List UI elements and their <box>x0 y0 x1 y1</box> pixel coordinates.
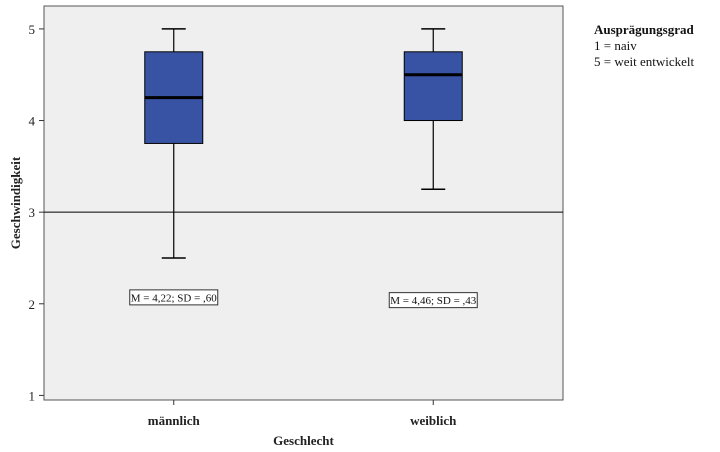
box-marks: M = 4,22; SD = ,60 M = 4,46; SD = ,43 <box>44 28 563 309</box>
y-axis: 1 2 3 4 5 <box>29 22 44 403</box>
x-tick-label: weiblich <box>410 413 457 428</box>
y-tick-label: 3 <box>29 205 36 220</box>
y-axis-title: Geschwindigkeit <box>8 156 23 249</box>
y-tick-label: 5 <box>29 22 36 37</box>
x-axis-title: Geschlecht <box>273 433 334 448</box>
legend-line-1: 1 = naiv <box>594 38 637 53</box>
plot-area <box>43 5 564 401</box>
box-iqr <box>403 51 463 122</box>
stats-annotation: M = 4,46; SD = ,43 <box>390 295 477 307</box>
stats-annotation-box <box>129 289 219 306</box>
y-tick-label: 1 <box>29 388 36 403</box>
y-tick-label: 4 <box>29 114 36 129</box>
stats-annotation-box <box>388 292 478 309</box>
legend-line-2: 5 = weit entwickelt <box>594 54 695 69</box>
legend: Ausprägungsgrad 1 = naiv 5 = weit entwic… <box>594 22 694 70</box>
legend-title: Ausprägungsgrad <box>594 22 694 37</box>
x-axis: männlich weiblich <box>148 400 457 428</box>
stats-annotation: M = 4,22; SD = ,60 <box>131 292 218 304</box>
y-tick-label: 2 <box>29 297 36 312</box>
x-tick-label: männlich <box>148 413 201 428</box>
